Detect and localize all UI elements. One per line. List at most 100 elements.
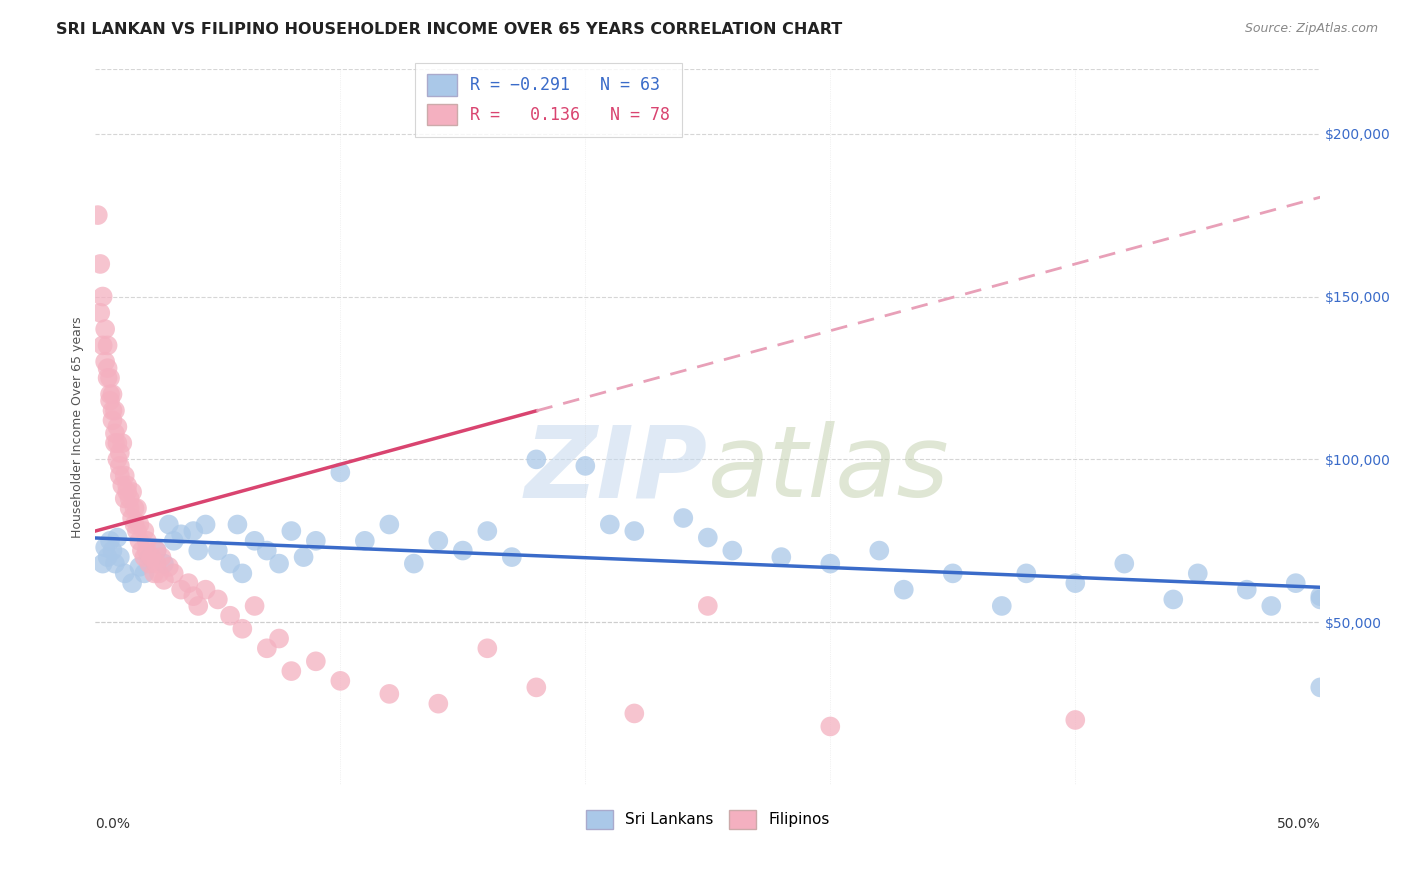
Point xyxy=(226,517,249,532)
Point xyxy=(231,622,253,636)
Point xyxy=(131,543,153,558)
Point xyxy=(108,446,131,460)
Y-axis label: Householder Income Over 65 years: Householder Income Over 65 years xyxy=(72,316,84,538)
Point xyxy=(599,517,621,532)
Point xyxy=(153,573,176,587)
Point xyxy=(820,557,842,571)
Point xyxy=(101,403,124,417)
Point xyxy=(114,491,136,506)
Point xyxy=(623,706,645,721)
Point xyxy=(1236,582,1258,597)
Point xyxy=(121,485,143,500)
Point xyxy=(267,557,290,571)
Point xyxy=(94,322,117,336)
Point xyxy=(427,697,450,711)
Point xyxy=(194,582,217,597)
Point xyxy=(157,559,180,574)
Point xyxy=(256,641,278,656)
Point xyxy=(770,550,793,565)
Point xyxy=(524,452,547,467)
Point xyxy=(267,632,290,646)
Point xyxy=(170,582,193,597)
Point xyxy=(1064,713,1087,727)
Text: 50.0%: 50.0% xyxy=(1277,817,1320,831)
Point xyxy=(91,557,114,571)
Point xyxy=(94,354,117,368)
Point xyxy=(231,566,253,581)
Point xyxy=(104,436,127,450)
Point xyxy=(101,543,124,558)
Text: 0.0%: 0.0% xyxy=(96,817,131,831)
Point xyxy=(524,681,547,695)
Point xyxy=(94,541,117,555)
Point xyxy=(378,517,401,532)
Point xyxy=(942,566,965,581)
Point xyxy=(128,517,150,532)
Point xyxy=(623,524,645,538)
Point xyxy=(991,599,1014,613)
Point xyxy=(135,533,157,548)
Point xyxy=(1064,576,1087,591)
Point xyxy=(121,511,143,525)
Point xyxy=(128,533,150,548)
Point xyxy=(477,641,499,656)
Point xyxy=(1309,681,1331,695)
Point xyxy=(101,413,124,427)
Point xyxy=(124,517,146,532)
Point xyxy=(138,550,160,565)
Point xyxy=(177,576,200,591)
Point xyxy=(143,566,166,581)
Point xyxy=(148,566,170,581)
Point xyxy=(138,557,160,571)
Point xyxy=(124,501,146,516)
Point xyxy=(329,673,352,688)
Point xyxy=(893,582,915,597)
Point xyxy=(153,557,176,571)
Point xyxy=(91,289,114,303)
Point xyxy=(135,543,157,558)
Point xyxy=(118,501,141,516)
Point xyxy=(141,550,163,565)
Point xyxy=(292,550,315,565)
Point xyxy=(243,599,266,613)
Point xyxy=(97,371,120,385)
Point xyxy=(280,664,302,678)
Point xyxy=(105,419,128,434)
Point xyxy=(98,533,121,548)
Legend: Sri Lankans, Filipinos: Sri Lankans, Filipinos xyxy=(579,804,837,835)
Point xyxy=(134,524,156,538)
Point xyxy=(105,436,128,450)
Point xyxy=(183,589,205,603)
Point xyxy=(108,458,131,473)
Point xyxy=(194,517,217,532)
Point xyxy=(108,550,131,565)
Point xyxy=(134,550,156,565)
Point xyxy=(98,371,121,385)
Point xyxy=(243,533,266,548)
Point xyxy=(157,517,180,532)
Point xyxy=(105,452,128,467)
Point xyxy=(721,543,744,558)
Point xyxy=(134,566,156,581)
Point xyxy=(97,338,120,352)
Point xyxy=(87,208,110,222)
Point xyxy=(89,257,111,271)
Point xyxy=(104,426,127,441)
Point xyxy=(207,592,229,607)
Point xyxy=(672,511,695,525)
Point xyxy=(1285,576,1308,591)
Point xyxy=(329,466,352,480)
Point xyxy=(115,478,138,492)
Point xyxy=(1114,557,1136,571)
Text: Source: ZipAtlas.com: Source: ZipAtlas.com xyxy=(1244,22,1378,36)
Point xyxy=(1015,566,1038,581)
Point xyxy=(256,543,278,558)
Point xyxy=(427,533,450,548)
Point xyxy=(1161,592,1184,607)
Point xyxy=(402,557,425,571)
Point xyxy=(101,387,124,401)
Point xyxy=(280,524,302,538)
Point xyxy=(118,491,141,506)
Point xyxy=(353,533,375,548)
Point xyxy=(114,468,136,483)
